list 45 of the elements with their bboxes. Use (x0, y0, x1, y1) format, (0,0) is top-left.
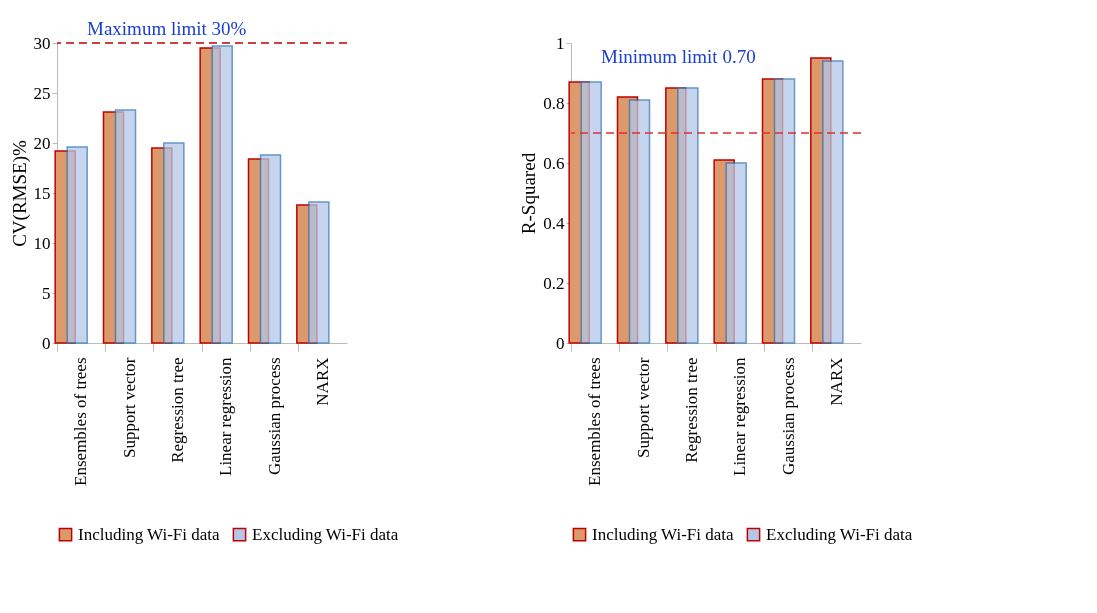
x-tick-label: Regression tree (681, 357, 701, 463)
bar (822, 60, 844, 344)
x-tick-label: Regression tree (167, 357, 187, 463)
y-tick-label: 25 (33, 83, 51, 103)
y-tick-label: 0.4 (543, 213, 565, 233)
x-tick-label: Support vector (119, 357, 139, 459)
bar (725, 162, 747, 344)
y-tick-label: 20 (33, 133, 51, 153)
x-tick-label: Linear regression (216, 357, 236, 476)
ref-line-label: Maximum limit 30% (87, 18, 247, 39)
y-tick-label: 0.8 (543, 93, 565, 113)
x-tick-label: Linear regression (730, 357, 750, 476)
bar (66, 146, 88, 344)
y-tick-label: 0 (42, 333, 51, 353)
x-tick-label: Support vector (633, 357, 653, 459)
y-axis-title: CV(RMSE)% (8, 140, 31, 247)
y-tick-label: 5 (42, 283, 51, 303)
y-tick-label: 1 (556, 33, 565, 53)
bar (114, 109, 137, 344)
annotation: Minimum limit 0.70 (601, 46, 756, 67)
y-tick-label: 10 (33, 233, 51, 253)
x-tick-label: NARX (826, 357, 846, 406)
y-tick-label: 15 (33, 183, 51, 203)
bar (211, 45, 233, 344)
legend-label: Excluding Wi-Fi data (252, 524, 399, 544)
bar (580, 81, 602, 344)
x-tick-label: Ensembles of trees (71, 357, 91, 486)
bar (259, 154, 282, 344)
y-tick-label: 30 (33, 33, 51, 53)
bar (677, 87, 699, 344)
x-tick-label: Ensembles of trees (585, 357, 605, 486)
x-tick-label: NARX (312, 357, 332, 406)
legend-label: Excluding Wi-Fi data (766, 524, 913, 544)
y-tick-label: 0.6 (543, 153, 565, 173)
y-tick-label: 0 (556, 333, 565, 353)
bar (163, 142, 185, 344)
y-tick-label: 0.2 (543, 273, 565, 293)
y-axis-title: R-Squared (518, 152, 540, 235)
legend-label: Including Wi-Fi data (592, 524, 735, 544)
bar (308, 201, 330, 344)
x-tick-label: Gaussian process (778, 357, 798, 476)
legend-label: Including Wi-Fi data (78, 524, 221, 544)
bar (773, 78, 796, 344)
bar (628, 99, 651, 344)
x-tick-label: Gaussian process (264, 357, 284, 476)
